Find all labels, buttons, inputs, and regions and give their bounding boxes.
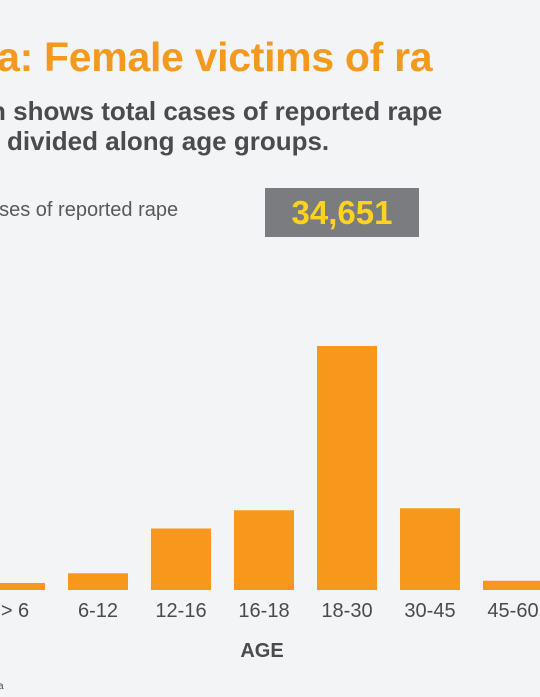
- subtitle-line-2: divided along age groups.: [7, 126, 330, 156]
- bars-group: [0, 346, 540, 590]
- tick-label-6: > 6: [1, 600, 29, 622]
- bar-18-30: [317, 346, 377, 590]
- tick-label-6-12: 6-12: [78, 600, 118, 622]
- bar-chart: > 6 6-12 12-16 16-18 18-30 30-45 45-60: [0, 346, 540, 622]
- total-cases-badge: 34,651: [265, 188, 419, 237]
- total-cases-value: 34,651: [291, 193, 393, 231]
- tick-label-45-60: 45-60: [487, 600, 538, 622]
- chart-title: ia: Female victims of ra: [0, 34, 433, 80]
- bar-45-60: [483, 580, 540, 590]
- chart-subtitle: h shows total cases of reported rape div…: [0, 96, 442, 156]
- tick-label-12-16: 12-16: [155, 600, 206, 622]
- bar-30-45: [400, 508, 460, 590]
- tick-label-16-18: 16-18: [238, 600, 289, 622]
- bar-12-16: [151, 528, 211, 590]
- bar-6-12: [68, 573, 128, 590]
- bar-6: [0, 583, 45, 590]
- tick-labels-group: > 6 6-12 12-16 16-18 18-30 30-45 45-60: [1, 600, 539, 622]
- bar-16-18: [234, 510, 294, 590]
- x-axis-label: AGE: [240, 640, 284, 662]
- source-note: a: [0, 681, 4, 692]
- subtitle-line-1: h shows total cases of reported rape: [0, 96, 443, 126]
- tick-label-30-45: 30-45: [404, 600, 455, 622]
- tick-label-18-30: 18-30: [321, 600, 372, 622]
- total-cases-label: ases of reported rape: [0, 199, 179, 221]
